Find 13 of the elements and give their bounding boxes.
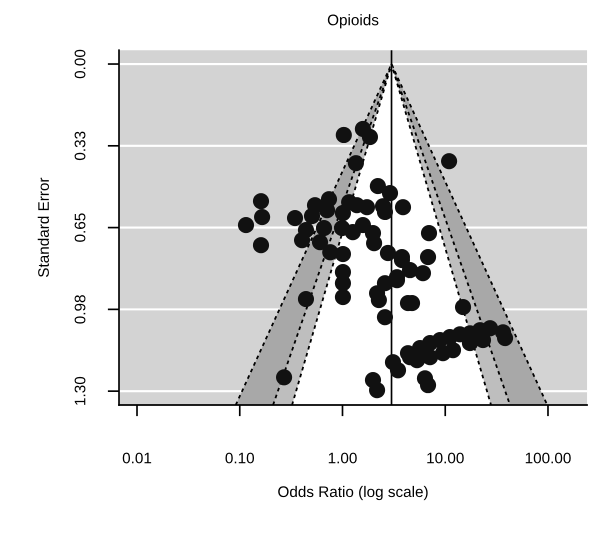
y-tick-label: 0.98 bbox=[74, 295, 86, 324]
y-tick-label: 0.65 bbox=[74, 213, 86, 242]
y-axis-title: Standard Error bbox=[38, 178, 49, 277]
x-tick-label: 1.00 bbox=[328, 452, 357, 464]
x-axis-title: Odds Ratio (log scale) bbox=[278, 486, 428, 500]
x-tick-label: 10.00 bbox=[427, 452, 464, 464]
x-tick-label: 0.10 bbox=[225, 452, 254, 464]
y-tick-label: 0.33 bbox=[74, 132, 86, 160]
y-tick-label: 1.30 bbox=[74, 376, 86, 405]
x-tick-label: 0.01 bbox=[122, 452, 152, 464]
x-tick-label: 100.00 bbox=[526, 452, 571, 464]
y-tick-label: 0.00 bbox=[74, 50, 86, 78]
chart-title: Opioids bbox=[328, 14, 378, 28]
